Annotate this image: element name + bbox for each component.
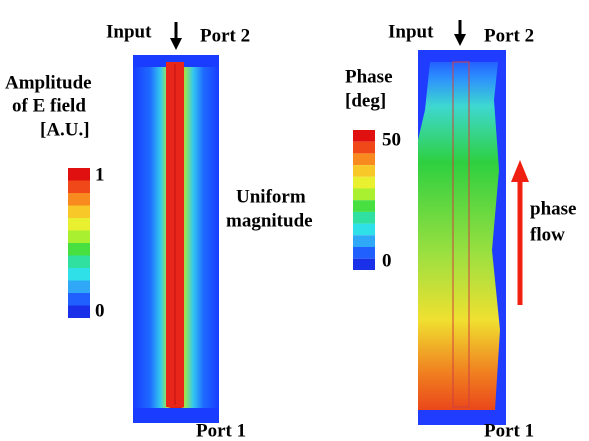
phase-flow-arrow [511,160,529,305]
phase-map [418,50,506,425]
amplitude-map [133,55,219,423]
colorbar-title: Amplitude [5,72,92,93]
colorbar-title: [A.U.] [40,119,90,140]
port-label: Port 1 [196,420,246,441]
input-label: Input [388,21,434,42]
colorbar-tick-label: 0 [382,250,392,271]
annotation: phase [530,198,576,219]
annotation: flow [530,224,565,245]
port-label: Port 1 [484,420,534,441]
annotation: Uniform [236,186,306,207]
colorbar-title: Phase [345,66,393,87]
colorbar-tick-label: 0 [95,300,105,321]
colorbar-title: [deg] [345,90,386,111]
colorbar-phase [353,130,375,270]
colorbar-tick-label: 1 [95,164,105,185]
input-arrow-left [170,22,182,50]
input-label: Input [106,21,152,42]
input-arrow-right [454,20,466,46]
port-label: Port 2 [200,25,250,46]
colorbar-amplitude [68,168,90,318]
annotation: magnitude [226,210,313,231]
colorbar-title: of E field [12,95,86,116]
port-label: Port 2 [484,25,534,46]
colorbar-tick-label: 50 [382,129,401,150]
